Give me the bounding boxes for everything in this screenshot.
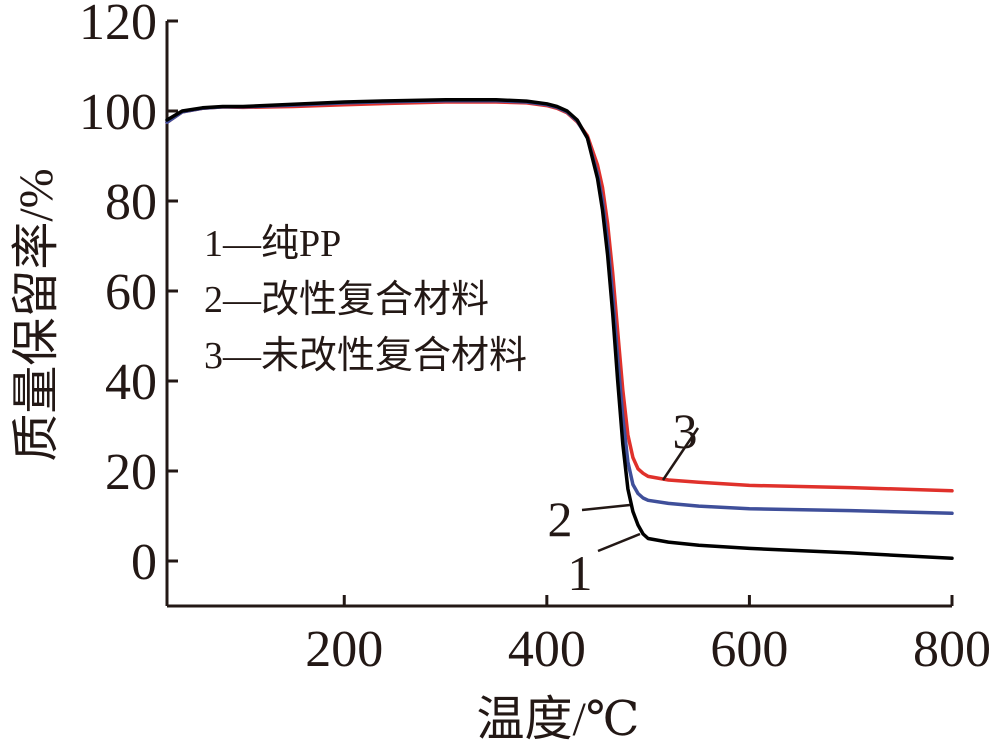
y-axis-title: 质量保留率/%: [10, 168, 63, 461]
callout-leader-3: [661, 427, 700, 481]
legend-entry-2: 2—改性复合材料: [204, 279, 489, 321]
y-ticks: 0 20 40 60 80 100 120: [79, 0, 178, 591]
x-tick-label: 200: [305, 621, 383, 678]
callout-leader-1: [597, 532, 641, 553]
x-tick-label: 800: [913, 621, 991, 678]
x-tick-label: 600: [710, 621, 788, 678]
y-tick-label: 80: [105, 174, 157, 231]
y-tick-label: 60: [105, 264, 157, 321]
y-tick-label: 20: [105, 444, 157, 501]
callout-label-3: 3: [673, 403, 698, 459]
x-axis-title: 温度/℃: [476, 693, 639, 743]
legend: 1—纯PP 2—改性复合材料 3—未改性复合材料: [204, 223, 527, 377]
y-tick-label: 40: [105, 354, 157, 411]
y-tick-label: 0: [131, 534, 157, 591]
callout-label-2: 2: [548, 491, 573, 547]
y-tick-label: 120: [79, 0, 157, 51]
series-layer: [165, 98, 954, 561]
x-tick-label: 400: [508, 621, 586, 678]
legend-entry-3: 3—未改性复合材料: [204, 335, 527, 377]
y-tick-label: 100: [79, 84, 157, 141]
legend-entry-1: 1—纯PP: [204, 223, 341, 265]
x-ticks: 200 400 600 800: [305, 595, 991, 678]
series-line-1: [165, 98, 954, 561]
callout-label-1: 1: [568, 545, 593, 601]
callouts: 3 21: [548, 403, 700, 601]
callout-leader-2: [581, 503, 631, 512]
